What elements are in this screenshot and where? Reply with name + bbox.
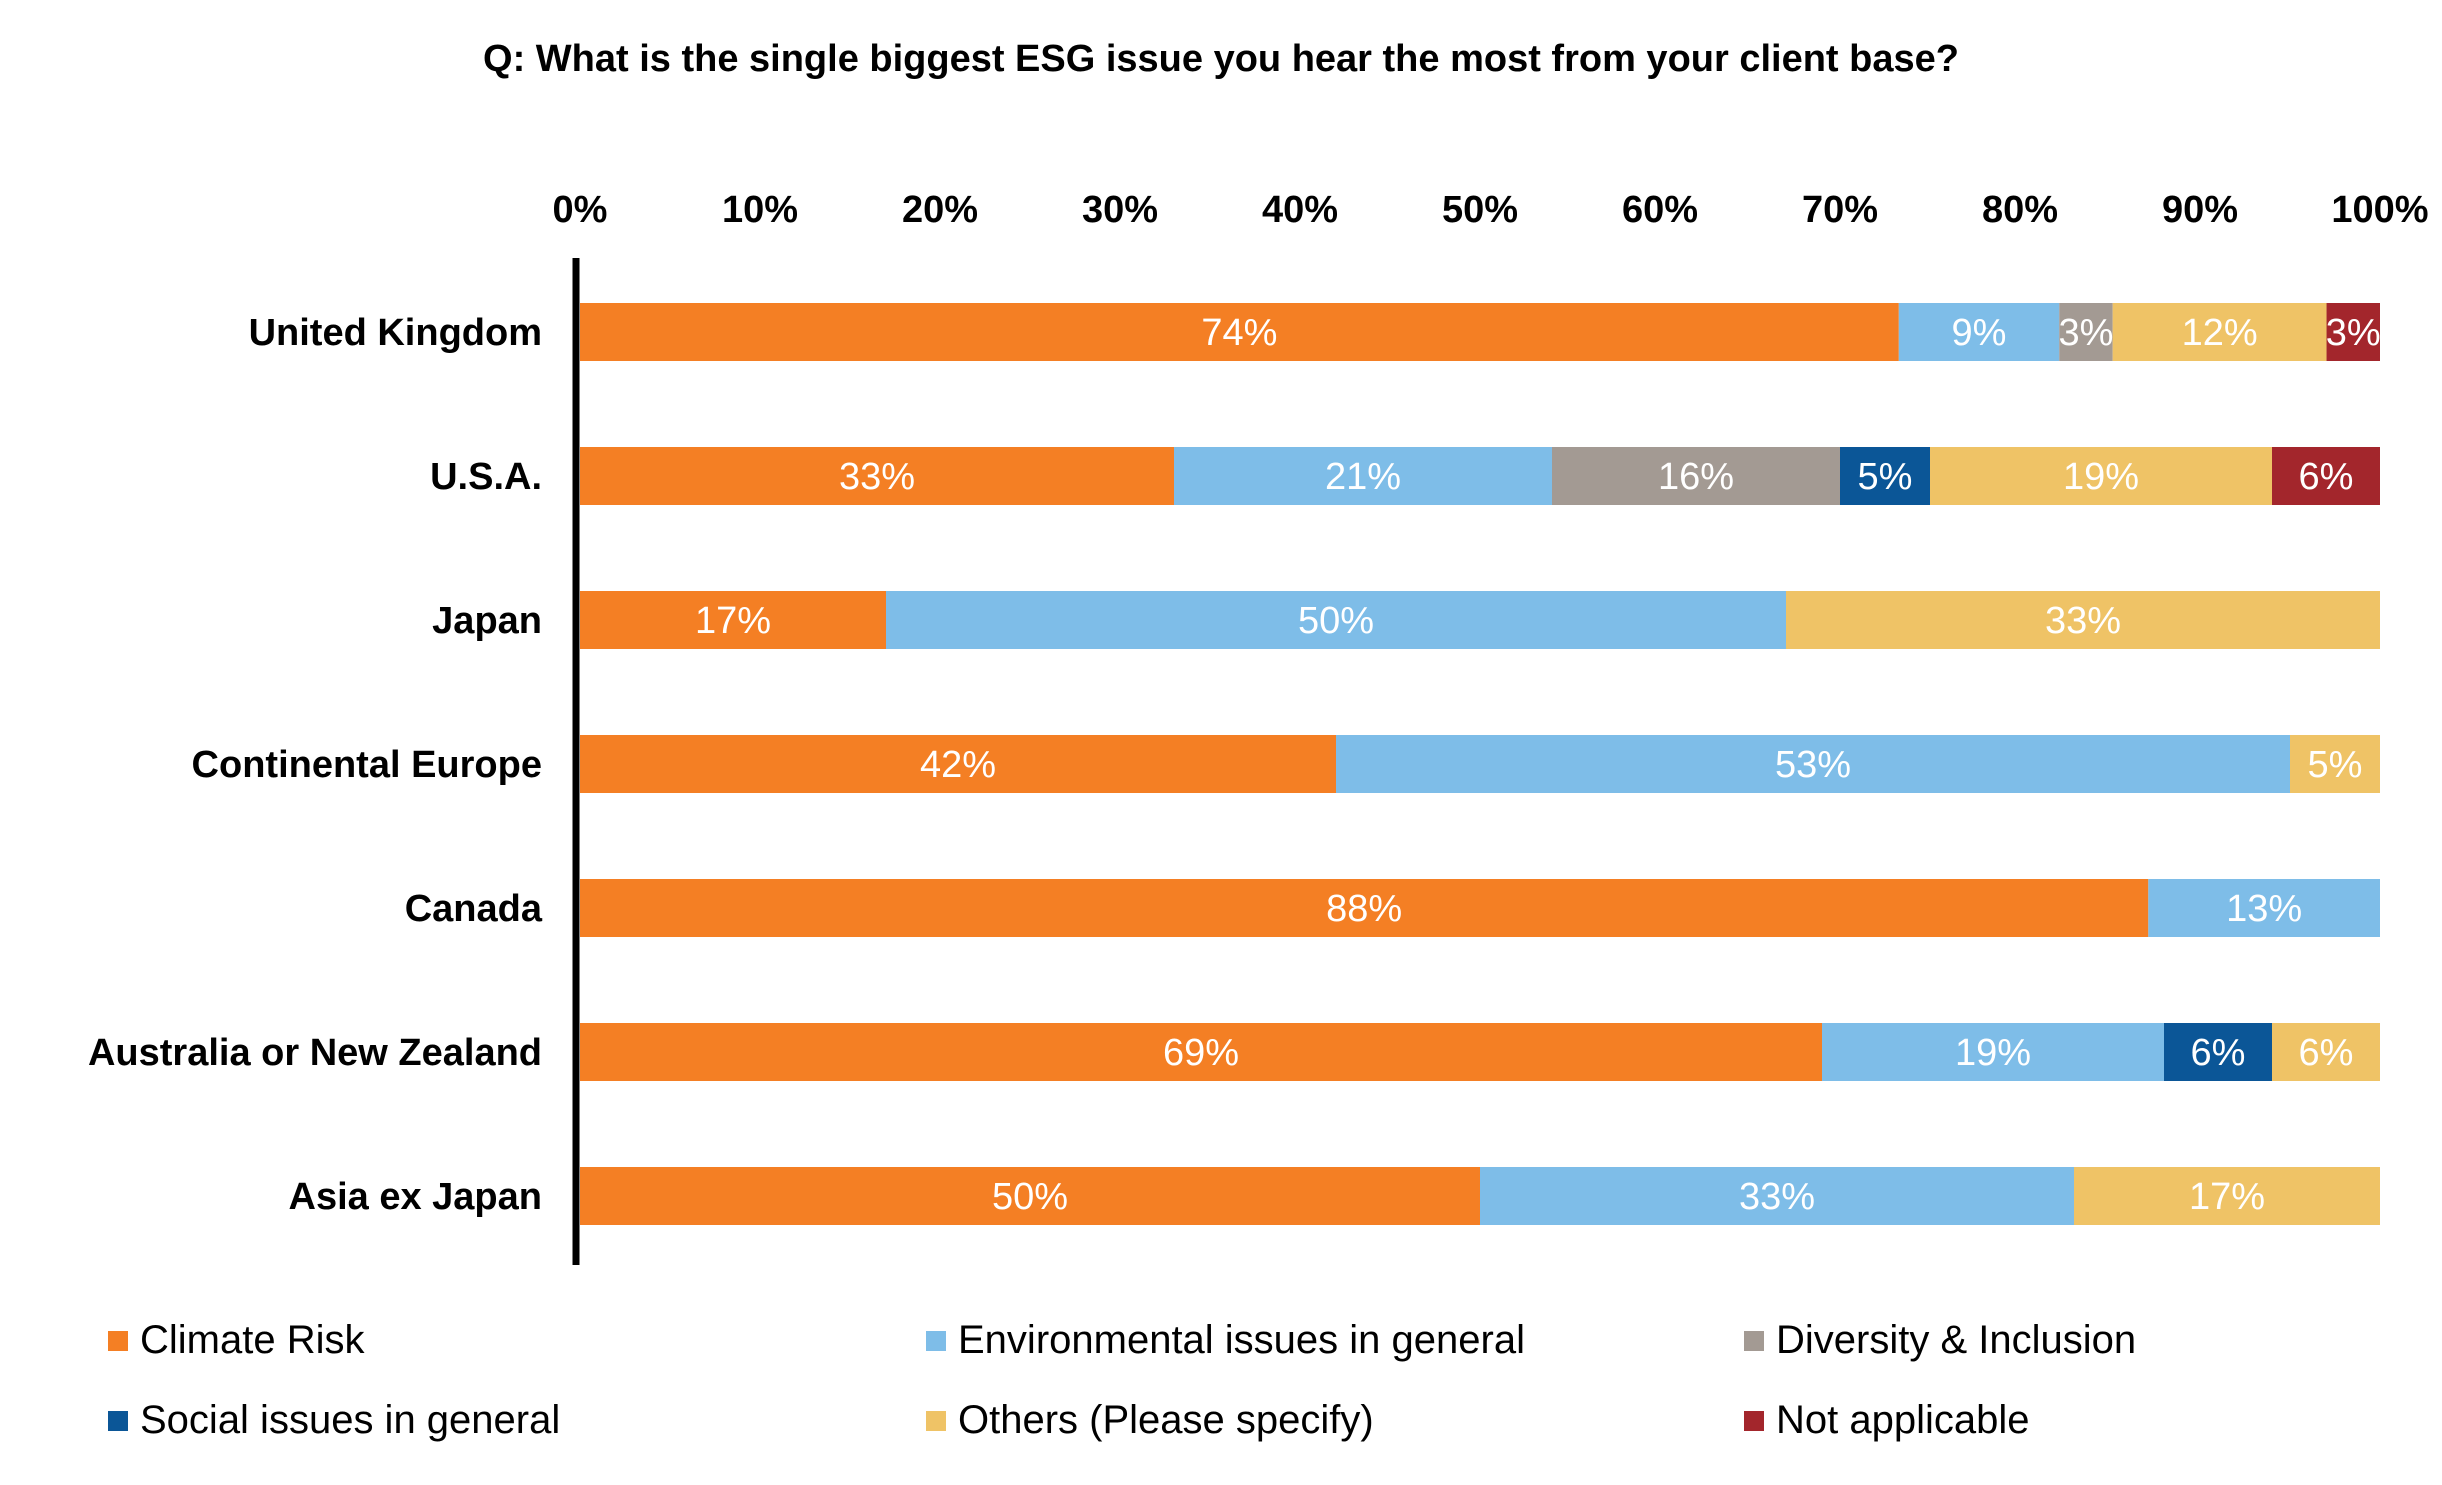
data-label: 13% [2226, 888, 2302, 930]
data-label: 12% [2182, 312, 2258, 354]
data-label: 53% [1775, 744, 1851, 786]
category-label: Japan [432, 600, 542, 642]
bar-segment [1552, 447, 1840, 505]
category-label: Continental Europe [192, 744, 542, 786]
x-tick-label: 30% [1082, 189, 1158, 231]
data-label: 33% [1739, 1176, 1815, 1218]
data-label: 42% [920, 744, 996, 786]
category-label: United Kingdom [249, 312, 542, 354]
x-tick-label: 100% [2331, 189, 2428, 231]
bar-segment [1480, 1167, 2074, 1225]
data-label: 16% [1658, 456, 1734, 498]
legend-swatch [108, 1410, 128, 1431]
x-tick-label: 40% [1262, 189, 1338, 231]
bar-segment [580, 591, 886, 649]
bar-segment [2074, 1167, 2380, 1225]
category-label: Canada [405, 888, 543, 930]
legend-swatch [108, 1330, 128, 1351]
data-label: 21% [1325, 456, 1401, 498]
legend-item: Climate Risk [108, 1318, 364, 1363]
x-tick-label: 20% [902, 189, 978, 231]
data-label: 6% [2191, 1032, 2246, 1074]
data-label: 50% [1298, 600, 1374, 642]
legend-item: Social issues in general [108, 1398, 560, 1443]
legend-swatch [926, 1330, 946, 1351]
legend-label: Not applicable [1776, 1398, 2030, 1442]
bar-segment [2290, 735, 2380, 793]
data-label: 6% [2299, 1032, 2354, 1074]
data-label: 69% [1163, 1032, 1239, 1074]
data-label: 5% [1858, 456, 1913, 498]
bar-segment [580, 1167, 1480, 1225]
data-label: 33% [2045, 600, 2121, 642]
bar-segment [1840, 447, 1930, 505]
data-label: 17% [2189, 1176, 2265, 1218]
x-tick-label: 50% [1442, 189, 1518, 231]
legend-label: Climate Risk [140, 1318, 365, 1362]
bar-segment [1786, 591, 2380, 649]
data-label: 17% [695, 600, 771, 642]
bar-segment [1930, 447, 2272, 505]
legend-item: Others (Please specify) [926, 1398, 1374, 1443]
bar-segment [580, 879, 2149, 937]
data-label: 88% [1326, 888, 1402, 930]
category-label: Asia ex Japan [289, 1176, 542, 1218]
legend-item: Not applicable [1744, 1398, 2030, 1443]
category-label: U.S.A. [430, 456, 542, 498]
bar-segment [580, 447, 1174, 505]
bar-segment [1174, 447, 1552, 505]
bar-segment [2272, 447, 2380, 505]
bar-segment [1336, 735, 2290, 793]
bar-segment [2164, 1023, 2272, 1081]
x-tick-label: 60% [1622, 189, 1698, 231]
bar-segment [580, 735, 1336, 793]
data-label: 6% [2299, 456, 2354, 498]
x-tick-label: 80% [1982, 189, 2058, 231]
data-label: 19% [1955, 1032, 2031, 1074]
data-label: 3% [2326, 312, 2381, 354]
category-label: Australia or New Zealand [88, 1032, 542, 1074]
legend-swatch [1744, 1330, 1764, 1351]
bar-segment [2059, 303, 2113, 361]
x-tick-label: 0% [553, 189, 608, 231]
data-label: 3% [2058, 312, 2113, 354]
bar-segment [1898, 303, 2060, 361]
x-tick-label: 70% [1802, 189, 1878, 231]
x-tick-label: 10% [722, 189, 798, 231]
bar-segment [2112, 303, 2327, 361]
bar-segment [886, 591, 1786, 649]
data-label: 9% [1952, 312, 2007, 354]
data-label: 33% [839, 456, 915, 498]
data-label: 19% [2063, 456, 2139, 498]
legend-item: Environmental issues in general [926, 1318, 1525, 1363]
legend-swatch [926, 1410, 946, 1431]
data-label: 5% [2308, 744, 2363, 786]
x-tick-label: 90% [2162, 189, 2238, 231]
legend-label: Others (Please specify) [958, 1398, 1374, 1442]
bar-segment [2148, 879, 2380, 937]
data-label: 74% [1201, 312, 1277, 354]
chart-title: Q: What is the single biggest ESG issue … [483, 38, 1959, 80]
legend-swatch [1744, 1410, 1764, 1431]
legend-label: Diversity & Inclusion [1776, 1318, 2137, 1362]
data-label: 50% [992, 1176, 1068, 1218]
bar-segment [1822, 1023, 2164, 1081]
legend-label: Social issues in general [140, 1398, 561, 1442]
bar-segment [2326, 303, 2380, 361]
legend-label: Environmental issues in general [958, 1318, 1525, 1362]
stacked-bar-chart: 0% 10% 20% 30% 40% 50% 60% 70% 80% 90% 100% United … [88, 189, 2429, 1265]
bar-segment [580, 303, 1899, 361]
bar-segment [580, 1023, 1822, 1081]
legend-item: Diversity & Inclusion [1744, 1318, 2136, 1363]
bar-segment [2272, 1023, 2380, 1081]
